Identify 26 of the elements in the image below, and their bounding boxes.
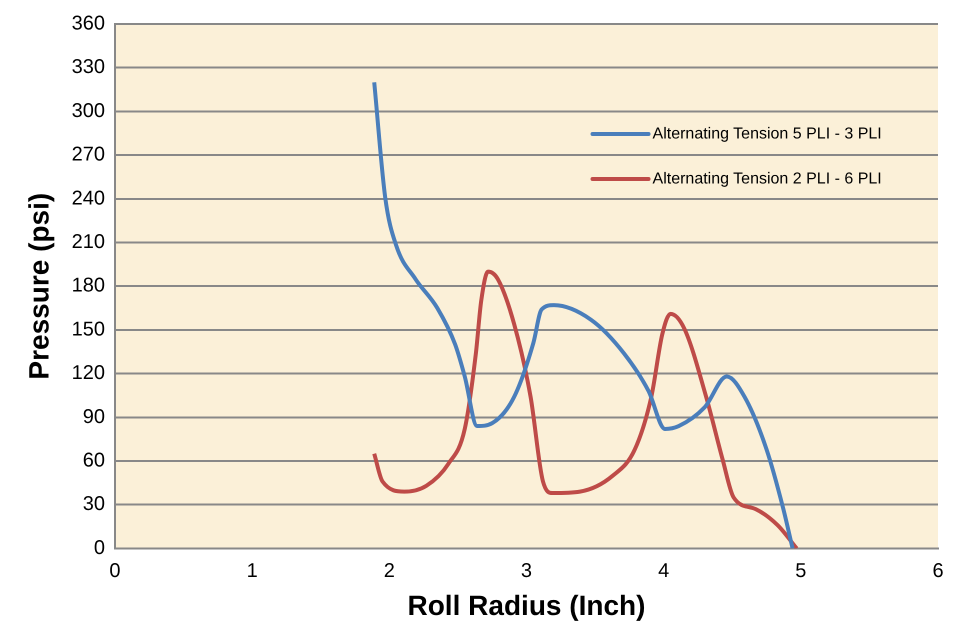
x-axis-title: Roll Radius (Inch) [407, 590, 646, 621]
y-tick-label: 270 [72, 144, 105, 166]
x-tick-label: 4 [658, 560, 670, 582]
x-tick-label: 0 [109, 560, 121, 582]
y-tick-label: 330 [72, 56, 105, 78]
legend-label: Alternating Tension 5 PLI - 3 PLI [652, 125, 882, 142]
x-tick-label: 2 [384, 560, 395, 582]
x-tick-label: 3 [520, 560, 532, 582]
line-series [372, 270, 799, 548]
y-tick-label: 240 [72, 187, 105, 210]
y-tick-label: 90 [82, 406, 105, 428]
x-tick-label: 6 [932, 560, 944, 582]
y-tick-label: 360 [72, 12, 105, 35]
y-tick-label: 0 [94, 536, 105, 559]
y-tick-label: 60 [82, 450, 105, 472]
y-tick-label: 150 [72, 318, 105, 340]
y-tick-label: 300 [72, 100, 105, 122]
x-tick-label: 5 [795, 560, 806, 582]
y-tick-label: 210 [72, 231, 105, 254]
line-series [372, 80, 795, 548]
legend-label: Alternating Tension 2 PLI - 6 PLI [652, 170, 882, 188]
y-axis-title: Pressure (psi) [24, 192, 55, 380]
x-tick-label: 1 [246, 560, 258, 582]
y-tick-label: 120 [72, 362, 105, 384]
y-tick-label: 30 [82, 493, 105, 516]
y-tick-label: 180 [72, 274, 105, 297]
